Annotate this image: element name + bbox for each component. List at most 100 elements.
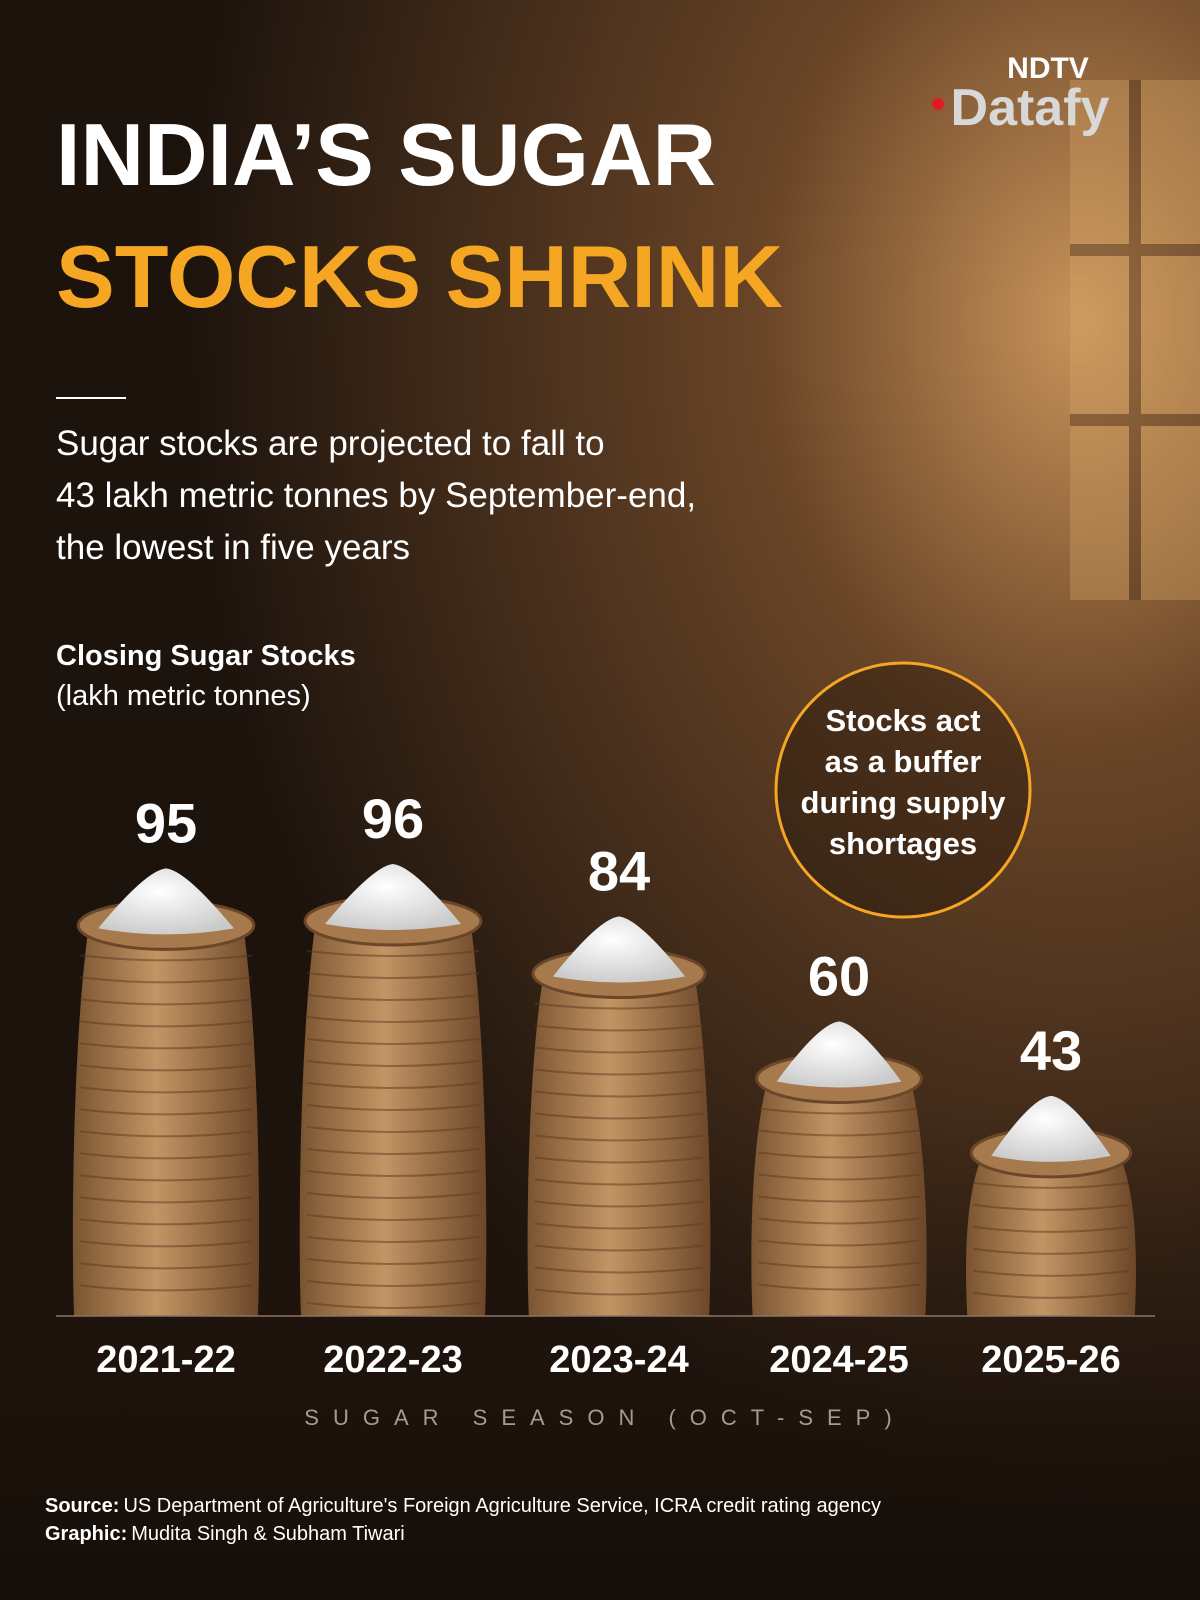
sack-fold (758, 1195, 920, 1203)
annotation: during supply (801, 785, 1007, 820)
sack-fold (80, 1108, 252, 1116)
sack-fold (973, 1269, 1129, 1277)
x-tick-label: 2022-23 (323, 1339, 462, 1381)
annotation: Stocks act (825, 703, 980, 738)
sack-body (751, 1083, 927, 1316)
sugar-mound (776, 1021, 902, 1088)
sack-fold (973, 1247, 1129, 1255)
x-axis-label: SUGAR SEASON (OCT-SEP) (304, 1405, 905, 1430)
sack-fold (306, 950, 480, 957)
sack-fold (306, 994, 480, 1001)
sack-fold (758, 1151, 920, 1159)
sack-fold (80, 1196, 252, 1204)
x-tick-label: 2021-22 (96, 1339, 235, 1381)
sack-fold (306, 1192, 480, 1199)
sack-fold (973, 1203, 1129, 1211)
sack-fold (534, 1200, 704, 1208)
sack-fold (973, 1181, 1129, 1189)
sack-fold (306, 1214, 480, 1221)
sack-fold (534, 1068, 704, 1076)
sack-fold (80, 1240, 252, 1248)
sack-fold (306, 1038, 480, 1045)
window-pane (1070, 80, 1200, 600)
sack-fold (758, 1107, 920, 1115)
sack-fold (973, 1225, 1129, 1233)
annotation: as a buffer (825, 744, 982, 779)
chart-title: INDIA’S SUGAR (56, 105, 716, 204)
sack-fold (80, 976, 252, 984)
sack-fold (306, 972, 480, 979)
sack-fold (80, 1152, 252, 1160)
sack-fold (80, 998, 252, 1006)
credit-label: Graphic: (45, 1523, 127, 1545)
sack-body (299, 926, 487, 1316)
sack-fold (534, 1046, 704, 1054)
value-label: 43 (1020, 1019, 1082, 1082)
annotation-circle (774, 661, 1032, 919)
sack-fold (80, 1284, 252, 1292)
logo-dot (932, 98, 944, 110)
sack-fold (80, 1020, 252, 1028)
sack-fold (534, 1112, 704, 1120)
sack-fold (80, 954, 252, 962)
sack-fold (534, 1266, 704, 1274)
sugar-mound (991, 1095, 1111, 1162)
sack-fold (534, 1244, 704, 1252)
value-label: 84 (588, 840, 650, 903)
logo-bottom: Datafy (951, 79, 1110, 137)
content: NDTV Datafy (56, 52, 1110, 399)
sugar-mound (325, 864, 461, 930)
sack-body (527, 978, 711, 1316)
sack-fold (306, 1082, 480, 1089)
sack-fold (80, 1262, 252, 1270)
sack-fold (534, 1156, 704, 1164)
sack-fold (758, 1173, 920, 1181)
annotation: shortages (829, 826, 977, 861)
sack-body (966, 1157, 1136, 1316)
sack-fold (534, 1002, 704, 1010)
sack-fold (80, 1042, 252, 1050)
sack-fold (534, 1288, 704, 1296)
logo-top: NDTV (1007, 52, 1089, 85)
sack-fold (758, 1217, 920, 1225)
y-axis-unit: (lakh metric tonnes) (56, 680, 311, 712)
subtitle: Sugar stocks are projected to fall to (56, 424, 605, 463)
value-label: 96 (362, 787, 424, 850)
sack-fold (534, 1090, 704, 1098)
subtitle: 43 lakh metric tonnes by September-end, (56, 476, 696, 515)
sack-fold (306, 1060, 480, 1067)
sack-fold (534, 1222, 704, 1230)
sack-fold (534, 1024, 704, 1032)
sack-fold (534, 1134, 704, 1142)
sack (72, 868, 260, 1316)
sack-fold (973, 1291, 1129, 1299)
sack-fold (758, 1129, 920, 1137)
sack-fold (758, 1239, 920, 1247)
credit-text: Mudita Singh & Subham Tiwari (131, 1523, 404, 1545)
x-tick-label: 2023-24 (549, 1339, 688, 1381)
sack-fold (306, 1148, 480, 1155)
sack-fold (80, 1218, 252, 1226)
sack-fold (306, 1016, 480, 1023)
source-label: Source: (45, 1495, 119, 1517)
sack-fold (306, 1236, 480, 1243)
sack-fold (306, 1258, 480, 1265)
source-text: US Department of Agriculture's Foreign A… (123, 1495, 881, 1517)
sack-fold (80, 1064, 252, 1072)
credit: Graphic: Mudita Singh & Subham Tiwari (45, 1523, 405, 1545)
sack-fold (306, 1302, 480, 1309)
sack-body (72, 930, 260, 1316)
subtitle: the lowest in five years (56, 528, 410, 567)
sack-fold (306, 1104, 480, 1111)
chart-title: STOCKS SHRINK (56, 227, 783, 326)
sugar-mound (552, 916, 686, 983)
sack-fold (758, 1283, 920, 1291)
source: Source: US Department of Agriculture's Fo… (45, 1495, 881, 1517)
sack (299, 864, 487, 1316)
sack-fold (758, 1261, 920, 1269)
value-label: 95 (135, 791, 197, 854)
y-axis-label: Closing Sugar Stocks (56, 640, 356, 672)
sack (966, 1095, 1136, 1316)
sack-fold (80, 1174, 252, 1182)
